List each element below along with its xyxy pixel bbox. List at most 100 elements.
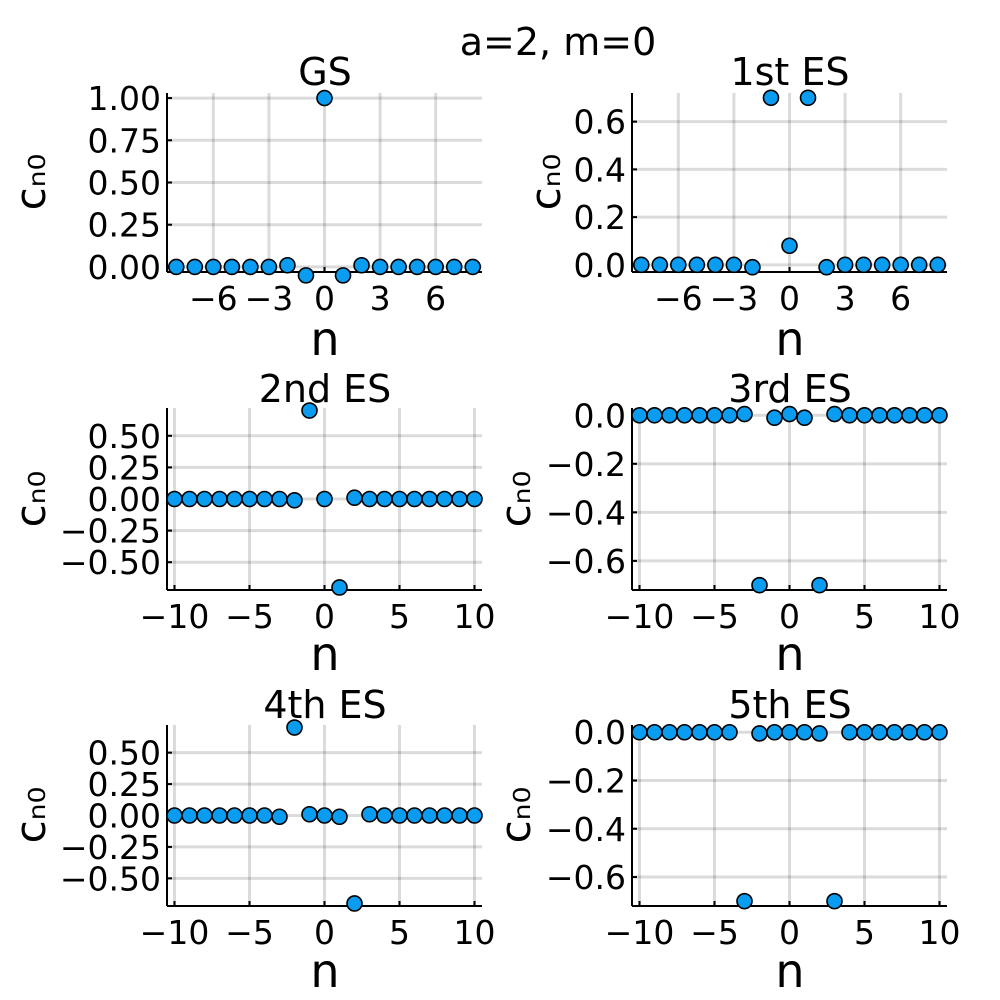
data-point bbox=[436, 807, 453, 824]
data-point bbox=[301, 805, 318, 823]
x-tick-label: −10 bbox=[605, 597, 675, 636]
y-tick-label: 0.0 bbox=[574, 713, 626, 752]
subplot-6: −10 −5 0 5 10 −0.6 −0.4 −0.2 0.0 5th ES n cₙ₀ bbox=[491, 683, 961, 998]
data-point bbox=[931, 406, 948, 424]
y-tick-label: −0.2 bbox=[546, 762, 626, 801]
x-tick-label: 10 bbox=[454, 597, 496, 636]
data-point bbox=[886, 723, 903, 741]
data-point bbox=[196, 807, 213, 824]
y-tick-label: 0.50 bbox=[88, 164, 161, 203]
data-point bbox=[242, 258, 259, 276]
y-tick-label: −0.6 bbox=[546, 542, 626, 581]
data-point bbox=[226, 807, 243, 824]
y-tick-label: 0.6 bbox=[574, 103, 626, 142]
x-axis-label: n bbox=[775, 312, 804, 366]
data-point bbox=[736, 405, 753, 423]
data-point bbox=[334, 267, 352, 284]
data-point bbox=[256, 807, 273, 824]
data-point bbox=[166, 490, 183, 508]
data-point bbox=[408, 258, 426, 276]
data-point bbox=[186, 258, 204, 276]
data-point bbox=[751, 725, 768, 742]
data-point bbox=[226, 490, 243, 508]
y-axis-label: cₙ₀ bbox=[6, 787, 55, 844]
x-tick-label: 5 bbox=[854, 597, 875, 636]
data-point bbox=[316, 807, 333, 824]
data-point bbox=[241, 807, 258, 824]
data-point bbox=[167, 258, 185, 276]
data-point bbox=[181, 490, 198, 508]
y-tick-label: 0.0 bbox=[574, 246, 626, 285]
data-point bbox=[873, 256, 891, 274]
data-point bbox=[855, 256, 872, 274]
data-point bbox=[241, 490, 258, 508]
y-tick-label: 0.00 bbox=[88, 480, 161, 519]
data-point bbox=[436, 490, 453, 508]
data-point bbox=[811, 576, 828, 594]
data-point bbox=[466, 807, 483, 824]
data-point bbox=[841, 406, 858, 424]
data-point bbox=[464, 258, 482, 276]
y-tick-label: −0.50 bbox=[60, 543, 161, 582]
data-point bbox=[646, 723, 663, 741]
data-point bbox=[744, 258, 761, 276]
data-point bbox=[691, 406, 708, 424]
data-point bbox=[836, 256, 854, 274]
subplot-title: 4th ES bbox=[263, 683, 386, 727]
data-point bbox=[691, 723, 708, 741]
x-tick-label: −6 bbox=[189, 279, 238, 318]
data-point bbox=[661, 406, 678, 424]
data-point bbox=[661, 723, 678, 741]
data-point bbox=[316, 490, 333, 508]
data-point bbox=[361, 805, 378, 823]
data-point bbox=[297, 267, 315, 284]
data-point bbox=[390, 258, 407, 276]
data-point bbox=[856, 406, 873, 424]
data-point bbox=[466, 490, 483, 508]
x-axis-label: n bbox=[775, 627, 804, 681]
y-tick-label: 0.50 bbox=[88, 417, 161, 456]
data-point bbox=[211, 807, 228, 824]
data-point bbox=[451, 490, 468, 508]
data-point bbox=[871, 406, 888, 424]
x-tick-label: −10 bbox=[605, 913, 675, 952]
x-tick-label: 6 bbox=[425, 279, 446, 318]
data-point bbox=[688, 256, 706, 274]
y-tick-label: 0.2 bbox=[574, 198, 626, 237]
data-point bbox=[762, 89, 780, 107]
x-tick-label: 0 bbox=[314, 597, 335, 636]
y-tick-label: −0.50 bbox=[60, 859, 161, 898]
data-point bbox=[706, 723, 723, 741]
y-tick-label: 0.0 bbox=[574, 396, 626, 435]
data-point bbox=[651, 256, 669, 274]
subplot-1: −6 −3 0 3 6 0.000.250.50 0.751.00 GS n cₙ₀ bbox=[6, 50, 482, 366]
data-point bbox=[316, 89, 333, 107]
y-tick-label: 0.25 bbox=[88, 765, 161, 804]
x-tick-label: 0 bbox=[779, 597, 800, 636]
y-tick-label: 0.75 bbox=[88, 121, 161, 160]
x-tick-label: 10 bbox=[919, 913, 961, 952]
data-point bbox=[279, 256, 296, 274]
data-point bbox=[721, 723, 738, 741]
y-axis-label: cₙ₀ bbox=[6, 154, 55, 211]
y-tick-label: 0.25 bbox=[88, 448, 161, 487]
data-point bbox=[376, 490, 393, 508]
y-tick-label: 0.50 bbox=[88, 734, 161, 773]
data-point bbox=[676, 406, 693, 424]
subplot-title: 1st ES bbox=[730, 50, 849, 94]
data-point bbox=[799, 89, 817, 107]
y-tick-label: −0.4 bbox=[546, 493, 626, 532]
data-point bbox=[781, 405, 798, 423]
x-tick-label: 5 bbox=[854, 913, 875, 952]
x-tick-label: 0 bbox=[779, 913, 800, 952]
data-point bbox=[632, 256, 650, 274]
data-point bbox=[353, 256, 370, 274]
data-point bbox=[871, 723, 888, 741]
x-tick-label: −5 bbox=[225, 597, 274, 636]
x-tick-label: 3 bbox=[370, 279, 391, 318]
data-point bbox=[916, 723, 933, 741]
data-point bbox=[706, 406, 723, 424]
data-point bbox=[826, 892, 843, 910]
data-point bbox=[331, 579, 348, 596]
